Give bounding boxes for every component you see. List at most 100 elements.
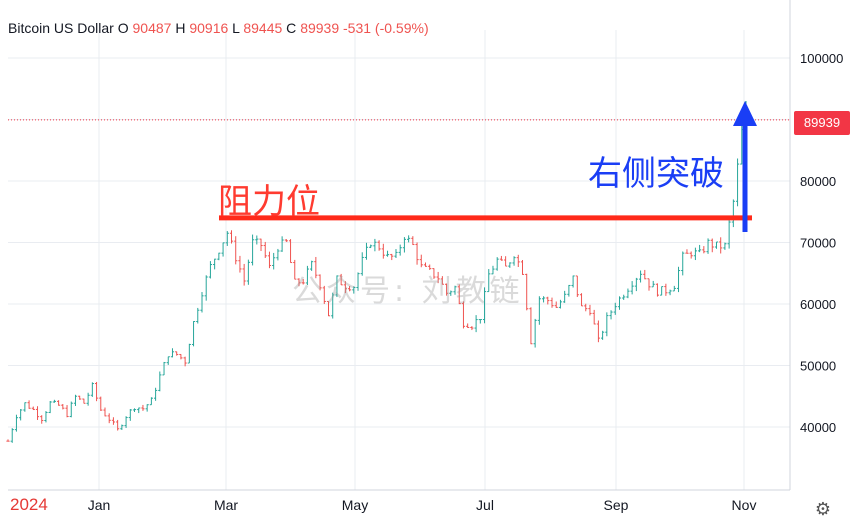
ohlc-bar: [495, 257, 499, 271]
ohlc-bar: [609, 310, 613, 320]
ohlc-bar: [280, 236, 284, 252]
ohlc-bar: [381, 243, 385, 259]
ohlc-bar: [419, 254, 423, 268]
y-tick-label: 50000: [800, 359, 836, 374]
ohlc-bar: [314, 256, 318, 279]
ohlc-bar: [533, 318, 537, 348]
x-tick-label: Sep: [604, 497, 629, 513]
close-value: 89939: [300, 20, 340, 36]
ohlc-bar: [567, 284, 571, 297]
ohlc-bar: [44, 411, 48, 423]
ohlc-bar: [373, 238, 377, 252]
close-label: C: [286, 20, 297, 36]
ohlc-bar: [305, 265, 310, 286]
ohlc-header: Bitcoin US Dollar O 90487 H 90916 L 8944…: [8, 20, 429, 36]
ohlc-bar: [183, 356, 187, 367]
y-tick-label: 60000: [800, 297, 836, 312]
ohlc-bar: [537, 296, 541, 325]
ohlc-bar: [111, 417, 116, 425]
ohlc-bar: [529, 307, 533, 345]
ohlc-bar: [107, 413, 111, 424]
ohlc-bar: [31, 406, 35, 411]
ohlc-bar: [563, 290, 567, 303]
ohlc-bar: [394, 249, 398, 259]
ohlc-bar: [225, 231, 229, 246]
ohlc-bar: [234, 236, 238, 265]
low-value: 89445: [243, 20, 283, 36]
ohlc-bar: [579, 293, 584, 307]
ohlc-bar: [457, 284, 461, 305]
ohlc-bar: [82, 398, 86, 404]
x-tick-label: Nov: [732, 497, 757, 513]
ohlc-bar: [474, 315, 478, 333]
ohlc-bar: [204, 275, 208, 301]
high-value: 90916: [189, 20, 229, 36]
ohlc-bar: [651, 280, 655, 288]
ohlc-bar: [284, 239, 288, 242]
ohlc-bar: [592, 309, 596, 325]
ohlc-bar: [512, 256, 516, 266]
gear-icon[interactable]: ⚙: [814, 499, 832, 519]
ohlc-bar: [689, 251, 693, 259]
ohlc-bar: [360, 252, 364, 276]
ohlc-bar: [605, 312, 609, 337]
ohlc-bar: [516, 254, 520, 268]
low-label: L: [232, 20, 240, 36]
ohlc-bar: [318, 274, 322, 291]
ohlc-bar: [229, 230, 234, 244]
ohlc-bar: [520, 260, 525, 275]
ohlc-bar: [255, 235, 259, 245]
ohlc-bar: [698, 244, 702, 253]
ohlc-bar: [470, 326, 474, 331]
ohlc-bar: [86, 392, 90, 406]
ohlc-bar: [558, 299, 563, 309]
ohlc-bar: [546, 296, 550, 305]
ohlc-bar: [508, 262, 512, 268]
ohlc-bar: [525, 273, 529, 311]
ohlc-bar: [90, 382, 94, 397]
ohlc-bar: [293, 259, 297, 280]
ohlc-bar: [27, 400, 31, 409]
ohlc-bar: [141, 404, 145, 411]
ohlc-bar: [128, 409, 132, 421]
ohlc-bar: [655, 283, 660, 297]
ohlc-bar: [14, 414, 19, 432]
ohlc-bar: [297, 278, 301, 287]
ohlc-bar: [693, 247, 697, 261]
ohlc-bar: [137, 407, 141, 414]
ohlc-bar: [19, 409, 23, 421]
ohlc-bar: [601, 330, 605, 340]
ohlc-bar: [466, 323, 470, 328]
ohlc-bar: [116, 419, 120, 431]
ohlc-bar: [259, 238, 263, 252]
ohlc-bar: [710, 238, 714, 253]
ohlc-bar: [727, 218, 731, 249]
ohlc-bar: [499, 255, 504, 261]
ohlc-bar: [238, 255, 242, 273]
ohlc-bar: [347, 285, 352, 292]
ohlc-bar: [613, 302, 617, 315]
ohlc-bar: [415, 242, 419, 265]
ohlc-bar: [660, 286, 664, 296]
ohlc-bar: [491, 265, 495, 275]
ohlc-bar: [487, 269, 491, 293]
ohlc-bar: [339, 273, 343, 286]
ohlc-bar: [541, 296, 546, 303]
breakout-annotation: 右侧突破: [588, 154, 724, 194]
ohlc-bar: [735, 158, 740, 207]
ohlc-bar: [444, 283, 449, 296]
ohlc-bar: [423, 262, 428, 267]
ohlc-bar: [702, 246, 706, 254]
ohlc-bar: [166, 356, 170, 365]
ohlc-bar: [617, 296, 622, 310]
ohlc-bar: [94, 381, 99, 402]
ohlc-bar: [322, 285, 326, 304]
x-tick-label: Jan: [88, 497, 111, 513]
ohlc-bar: [288, 239, 293, 264]
ohlc-bar: [196, 307, 200, 324]
ohlc-bar: [35, 406, 40, 420]
ohlc-bar: [428, 264, 432, 270]
ohlc-bar: [331, 292, 335, 319]
